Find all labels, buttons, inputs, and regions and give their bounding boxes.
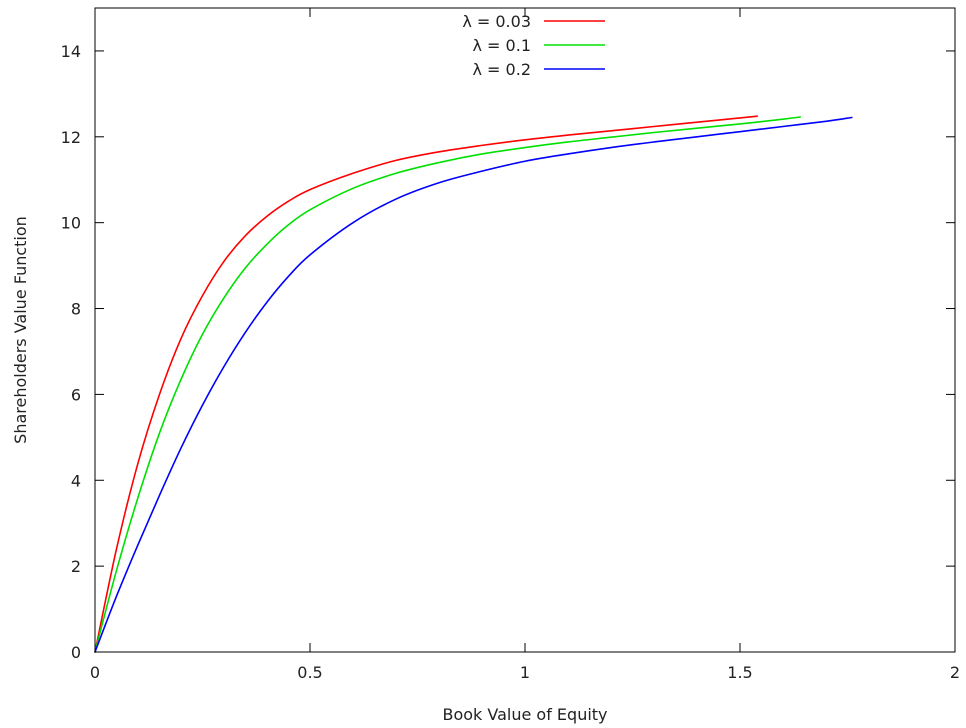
series-line-1 (94, 116, 801, 653)
legend-label: λ = 0.03 (462, 12, 531, 31)
x-tick-label: 0.5 (297, 663, 322, 682)
legend: λ = 0.03 λ = 0.1 λ = 0.2 (462, 12, 605, 79)
y-tick-label: 0 (71, 643, 81, 662)
y-tick-label: 14 (61, 42, 81, 61)
y-tick-label: 2 (71, 557, 81, 576)
series-line-0 (94, 115, 758, 653)
y-axis-label: Shareholders Value Function (11, 216, 30, 444)
tick-labels: 0 0.5 1 1.5 2 0 2 4 6 8 10 12 14 (61, 42, 960, 682)
legend-label: λ = 0.2 (473, 60, 532, 79)
x-tick-label: 1.5 (727, 663, 752, 682)
legend-label: λ = 0.1 (473, 36, 532, 55)
y-tick-label: 12 (61, 128, 81, 147)
series-lines (94, 115, 853, 653)
y-tick-label: 6 (71, 385, 81, 404)
series-line-2 (94, 116, 853, 653)
y-tick-label: 4 (71, 471, 81, 490)
y-tick-label: 10 (61, 214, 81, 233)
x-tick-label: 0 (90, 663, 100, 682)
axis-ticks (94, 8, 956, 653)
x-axis-label: Book Value of Equity (442, 705, 607, 724)
x-tick-label: 1 (520, 663, 530, 682)
y-tick-label: 8 (71, 300, 81, 319)
plot-frame (94, 7, 956, 653)
x-tick-label: 2 (950, 663, 960, 682)
